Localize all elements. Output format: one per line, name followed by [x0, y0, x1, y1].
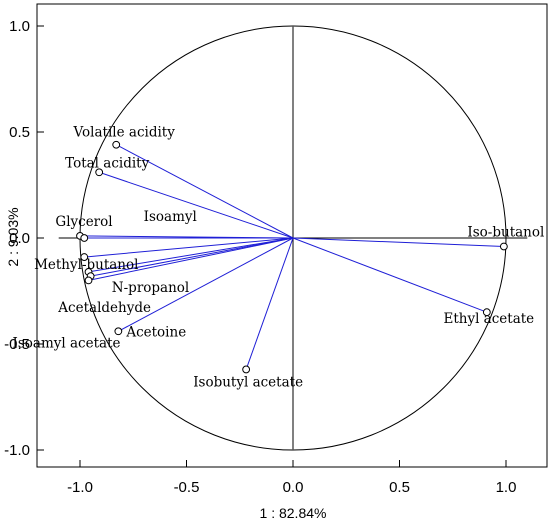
variable-label: Acetaldehyde — [57, 300, 151, 316]
variable-label: N-propanol — [112, 280, 189, 296]
loading-vector — [115, 144, 294, 239]
loading-vector — [292, 237, 504, 247]
loading-vector — [118, 237, 294, 332]
loading-points — [76, 140, 508, 374]
variable-label: Isoamyl acetate — [13, 335, 121, 351]
variable-label: Volatile acidity — [73, 125, 176, 141]
x-tick-label: 0.5 — [389, 479, 410, 496]
x-axis-title: 1 : 82.84% — [260, 505, 327, 521]
plot-frame — [36, 3, 548, 468]
loading-point — [114, 327, 123, 336]
y-tick-label: -1.0 — [4, 442, 30, 459]
variable-label: Iso-butanol — [467, 224, 544, 240]
y-tick-label: 1.0 — [9, 18, 30, 35]
loading-vector — [245, 237, 294, 370]
variable-label: Methyl-butanol — [34, 257, 138, 273]
x-tick-label: -1.0 — [67, 479, 93, 496]
x-tick-label: -0.5 — [174, 479, 200, 496]
variable-label: Acetoine — [125, 324, 186, 340]
variable-label: Isoamyl — [144, 209, 197, 225]
loading-vector — [99, 171, 294, 239]
loading-vectors — [79, 144, 504, 370]
loading-vector — [88, 237, 294, 281]
loading-point — [80, 253, 89, 261]
loading-point — [112, 140, 121, 149]
loading-vector — [84, 237, 294, 258]
variable-label: Glycerol — [55, 214, 112, 230]
y-tick-label: 0.5 — [9, 124, 30, 141]
x-tick-label: 1.0 — [496, 479, 517, 496]
variable-labels: Volatile acidity Total acidity Glycerol Iso… — [13, 125, 545, 391]
y-tick-label: 0.0 — [9, 230, 30, 247]
loading-point — [499, 242, 508, 251]
x-tick-label: 0.0 — [283, 479, 304, 496]
y-axis-title: 2 : 9.03% — [5, 207, 21, 266]
loading-point — [80, 234, 89, 242]
loading-vector — [292, 237, 488, 313]
loading-point — [482, 308, 491, 317]
loading-point — [84, 276, 93, 285]
variable-label: Isobutyl acetate — [193, 374, 303, 390]
loading-vector — [90, 237, 294, 277]
loading-point — [95, 168, 104, 177]
loading-point — [242, 365, 251, 374]
y-tick-label: -0.5 — [4, 336, 30, 353]
loading-vector — [88, 237, 294, 273]
variable-label: Ethyl acetate — [443, 311, 534, 327]
tick-labels: -1.0 -0.5 0.0 0.5 1.0 1.0 0.5 0.0 -0.5 -1.0 — [4, 18, 516, 496]
axis-ticks — [37, 25, 507, 467]
variable-label: Total acidity — [65, 155, 149, 171]
